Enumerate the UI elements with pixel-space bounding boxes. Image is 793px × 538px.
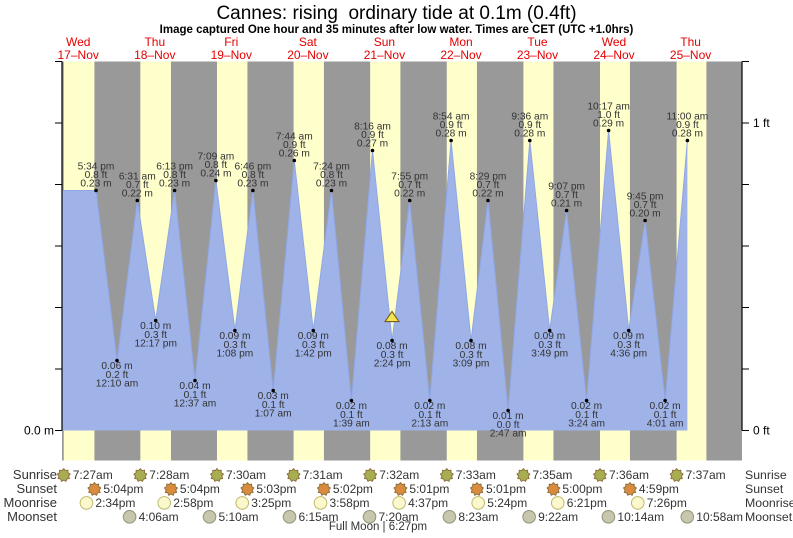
svg-text:0.23 m: 0.23 m bbox=[159, 179, 190, 190]
svg-text:7:26pm: 7:26pm bbox=[647, 496, 687, 510]
svg-text:3:25pm: 3:25pm bbox=[251, 496, 291, 510]
svg-text:2:47 am: 2:47 am bbox=[490, 428, 527, 439]
svg-text:Full Moon | 6:27pm: Full Moon | 6:27pm bbox=[329, 521, 427, 533]
svg-text:7:31am: 7:31am bbox=[303, 468, 343, 482]
svg-text:10:58am: 10:58am bbox=[696, 510, 743, 524]
svg-text:3:24 am: 3:24 am bbox=[568, 418, 605, 429]
svg-text:0.27 m: 0.27 m bbox=[357, 139, 388, 150]
svg-text:5:04pm: 5:04pm bbox=[180, 482, 220, 496]
svg-text:4:37pm: 4:37pm bbox=[408, 496, 448, 510]
svg-text:12:10 am: 12:10 am bbox=[96, 378, 138, 389]
svg-text:8:23am: 8:23am bbox=[458, 510, 498, 524]
svg-text:4:59pm: 4:59pm bbox=[639, 482, 679, 496]
svg-text:4:36 pm: 4:36 pm bbox=[610, 348, 647, 359]
svg-text:1:39 am: 1:39 am bbox=[333, 418, 370, 429]
svg-text:0.21 m: 0.21 m bbox=[551, 199, 582, 210]
svg-text:0.29 m: 0.29 m bbox=[593, 119, 624, 130]
svg-text:0.23 m: 0.23 m bbox=[316, 179, 347, 190]
svg-text:Sunrise: Sunrise bbox=[13, 467, 57, 482]
svg-text:0.28 m: 0.28 m bbox=[514, 129, 545, 140]
svg-text:5:01pm: 5:01pm bbox=[486, 482, 526, 496]
svg-text:5:10am: 5:10am bbox=[219, 510, 259, 524]
svg-text:4:01 am: 4:01 am bbox=[647, 418, 684, 429]
svg-text:3:09 pm: 3:09 pm bbox=[453, 358, 490, 369]
svg-text:12:37 am: 12:37 am bbox=[174, 398, 216, 409]
svg-text:6:21pm: 6:21pm bbox=[567, 496, 607, 510]
svg-text:3:49 pm: 3:49 pm bbox=[531, 348, 568, 359]
svg-text:0.26 m: 0.26 m bbox=[279, 149, 310, 160]
svg-text:0.24 m: 0.24 m bbox=[200, 169, 231, 180]
svg-text:Sunrise: Sunrise bbox=[745, 468, 787, 482]
svg-text:5:00pm: 5:00pm bbox=[562, 482, 602, 496]
svg-text:7:27am: 7:27am bbox=[73, 468, 113, 482]
svg-text:0.22 m: 0.22 m bbox=[472, 189, 503, 200]
svg-text:7:32am: 7:32am bbox=[379, 468, 419, 482]
svg-text:Sunset: Sunset bbox=[17, 481, 58, 496]
svg-text:1 ft: 1 ft bbox=[753, 116, 770, 130]
svg-text:2:13 am: 2:13 am bbox=[411, 418, 448, 429]
svg-text:2:34pm: 2:34pm bbox=[95, 496, 135, 510]
svg-text:0.28 m: 0.28 m bbox=[672, 129, 703, 140]
svg-text:12:17 pm: 12:17 pm bbox=[134, 338, 176, 349]
svg-text:1:07 am: 1:07 am bbox=[255, 408, 292, 419]
svg-text:5:04pm: 5:04pm bbox=[103, 482, 143, 496]
svg-text:Sunset: Sunset bbox=[745, 482, 784, 496]
svg-text:0.22 m: 0.22 m bbox=[122, 189, 153, 200]
svg-text:2:58pm: 2:58pm bbox=[173, 496, 213, 510]
svg-text:Moonset: Moonset bbox=[7, 509, 57, 524]
svg-text:7:33am: 7:33am bbox=[456, 468, 496, 482]
svg-text:4:06am: 4:06am bbox=[139, 510, 179, 524]
svg-text:0.20 m: 0.20 m bbox=[630, 209, 661, 220]
svg-text:0.28 m: 0.28 m bbox=[436, 129, 467, 140]
svg-text:0.23 m: 0.23 m bbox=[80, 179, 111, 190]
svg-text:1:08 pm: 1:08 pm bbox=[216, 348, 253, 359]
svg-text:5:02pm: 5:02pm bbox=[333, 482, 373, 496]
svg-text:0 ft: 0 ft bbox=[753, 424, 770, 438]
svg-text:5:24pm: 5:24pm bbox=[487, 496, 527, 510]
svg-text:0.23 m: 0.23 m bbox=[237, 179, 268, 190]
svg-text:3:58pm: 3:58pm bbox=[330, 496, 370, 510]
svg-text:Moonset: Moonset bbox=[745, 510, 793, 524]
svg-text:9:22am: 9:22am bbox=[538, 510, 578, 524]
svg-text:0.22 m: 0.22 m bbox=[394, 189, 425, 200]
svg-text:1:42 pm: 1:42 pm bbox=[295, 348, 332, 359]
svg-text:Moonrise: Moonrise bbox=[745, 496, 793, 510]
svg-text:5:01pm: 5:01pm bbox=[409, 482, 449, 496]
svg-text:10:14am: 10:14am bbox=[617, 510, 664, 524]
svg-text:7:37am: 7:37am bbox=[686, 468, 726, 482]
svg-text:7:35am: 7:35am bbox=[532, 468, 572, 482]
svg-text:7:28am: 7:28am bbox=[149, 468, 189, 482]
svg-text:7:30am: 7:30am bbox=[226, 468, 266, 482]
svg-text:Moonrise: Moonrise bbox=[4, 495, 57, 510]
svg-text:7:36am: 7:36am bbox=[609, 468, 649, 482]
svg-text:2:24 pm: 2:24 pm bbox=[374, 358, 411, 369]
svg-text:5:03pm: 5:03pm bbox=[256, 482, 296, 496]
svg-text:0.0 m: 0.0 m bbox=[24, 424, 54, 438]
